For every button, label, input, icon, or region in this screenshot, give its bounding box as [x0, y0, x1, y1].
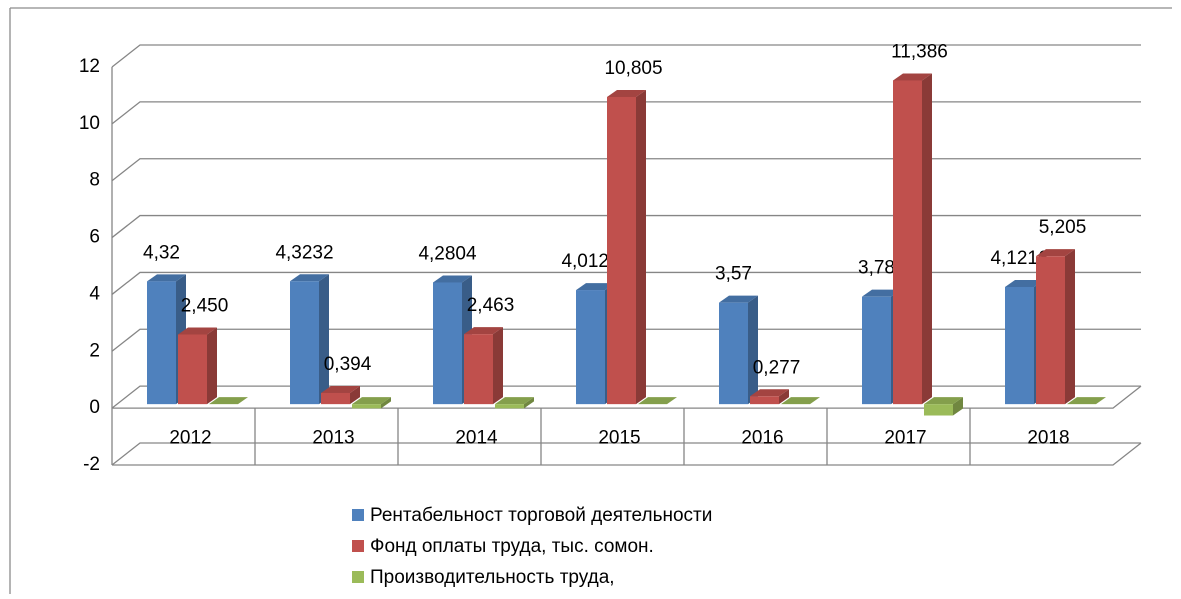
- x-tick-label: 2012: [169, 428, 211, 449]
- bar-group: [719, 296, 758, 404]
- bar-side: [636, 90, 646, 404]
- y-tick-label: 4: [89, 283, 100, 304]
- bar-group: [464, 327, 503, 404]
- legend-swatch: [352, 509, 364, 521]
- bar: [495, 404, 524, 408]
- bar-side: [748, 296, 758, 404]
- data-label: 0,394: [324, 354, 372, 375]
- y-tick-label: -2: [83, 454, 100, 475]
- legend-label: Фонд оплаты труда, тыс. сомон.: [370, 536, 654, 557]
- y-tick-label: 0: [89, 397, 100, 418]
- data-label: 2,450: [181, 296, 229, 317]
- bar: [1005, 287, 1034, 404]
- x-tick-label: 2018: [1027, 428, 1069, 449]
- x-tick-label: 2017: [884, 428, 926, 449]
- bar: [147, 281, 176, 404]
- y-tick-label: 10: [79, 113, 100, 134]
- bar: [464, 334, 493, 404]
- bar: [178, 334, 207, 404]
- data-label: 5,205: [1039, 217, 1087, 238]
- bar-group: [495, 397, 534, 408]
- data-label: 4,32: [143, 242, 180, 263]
- bar-side: [1065, 249, 1075, 404]
- x-tick-label: 2016: [741, 428, 783, 449]
- legend-label: Рентабельност торговой деятельности: [370, 505, 712, 526]
- bar: [576, 290, 605, 404]
- data-label: 11,386: [891, 41, 948, 62]
- bar-side: [207, 327, 217, 404]
- bar: [1036, 256, 1065, 404]
- bar-group: [352, 397, 391, 408]
- y-tick-label: 8: [89, 170, 100, 191]
- legend-label: Производительность труда,: [370, 567, 615, 588]
- bar-group: [607, 90, 646, 404]
- x-tick-label: 2015: [598, 428, 640, 449]
- bar: [862, 297, 891, 404]
- bar-side: [922, 73, 932, 404]
- data-label: 0,277: [753, 357, 801, 378]
- bar: [607, 97, 636, 404]
- bar-side: [319, 274, 329, 404]
- legend-swatch: [352, 540, 364, 552]
- bar-group: [924, 397, 963, 415]
- bar-group: [893, 73, 932, 404]
- bar: [750, 396, 779, 404]
- y-tick-label: 2: [89, 340, 100, 361]
- data-label: 4,3232: [275, 242, 333, 263]
- data-label: 10,805: [604, 58, 662, 79]
- bar-group: [290, 274, 329, 404]
- data-label: 3,57: [715, 264, 752, 285]
- bar-group: [178, 327, 217, 404]
- bar: [893, 80, 922, 404]
- legend-swatch: [352, 571, 364, 583]
- bar-side: [493, 327, 503, 404]
- y-tick-label: 6: [89, 227, 100, 248]
- bar: [290, 281, 319, 404]
- x-tick-label: 2013: [312, 428, 354, 449]
- y-tick-label: 12: [79, 56, 100, 77]
- bar: [321, 393, 350, 404]
- bar-group: [1036, 249, 1075, 404]
- bar: [433, 282, 462, 404]
- x-tick-label: 2014: [455, 428, 498, 449]
- data-label: 4,2804: [418, 243, 477, 264]
- bar: [924, 404, 953, 415]
- data-label: 3,78: [858, 258, 895, 279]
- data-label: 2,463: [467, 295, 515, 316]
- bar: [719, 303, 748, 404]
- bar: [352, 404, 381, 408]
